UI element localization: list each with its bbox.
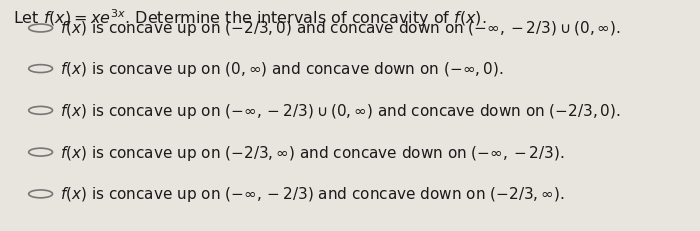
Text: $f(x)$ is concave up on $(-\infty,-2/3) \cup (0,\infty)$ and concave down on $(-: $f(x)$ is concave up on $(-\infty,-2/3) …: [60, 101, 620, 120]
Text: Let $f(x) = xe^{3x}$. Determine the intervals of concavity of $f(x)$.: Let $f(x) = xe^{3x}$. Determine the inte…: [13, 7, 486, 29]
Text: $f(x)$ is concave up on $(-2/3,0)$ and concave down on $(-\infty,-2/3) \cup (0,\: $f(x)$ is concave up on $(-2/3,0)$ and c…: [60, 19, 620, 38]
Text: $f(x)$ is concave up on $(-2/3,\infty)$ and concave down on $(-\infty,-2/3)$.: $f(x)$ is concave up on $(-2/3,\infty)$ …: [60, 143, 564, 162]
Text: $f(x)$ is concave up on $(-\infty,-2/3)$ and concave down on $(-2/3,\infty)$.: $f(x)$ is concave up on $(-\infty,-2/3)$…: [60, 185, 564, 204]
Text: $f(x)$ is concave up on $(0,\infty)$ and concave down on $(-\infty,0)$.: $f(x)$ is concave up on $(0,\infty)$ and…: [60, 60, 503, 79]
